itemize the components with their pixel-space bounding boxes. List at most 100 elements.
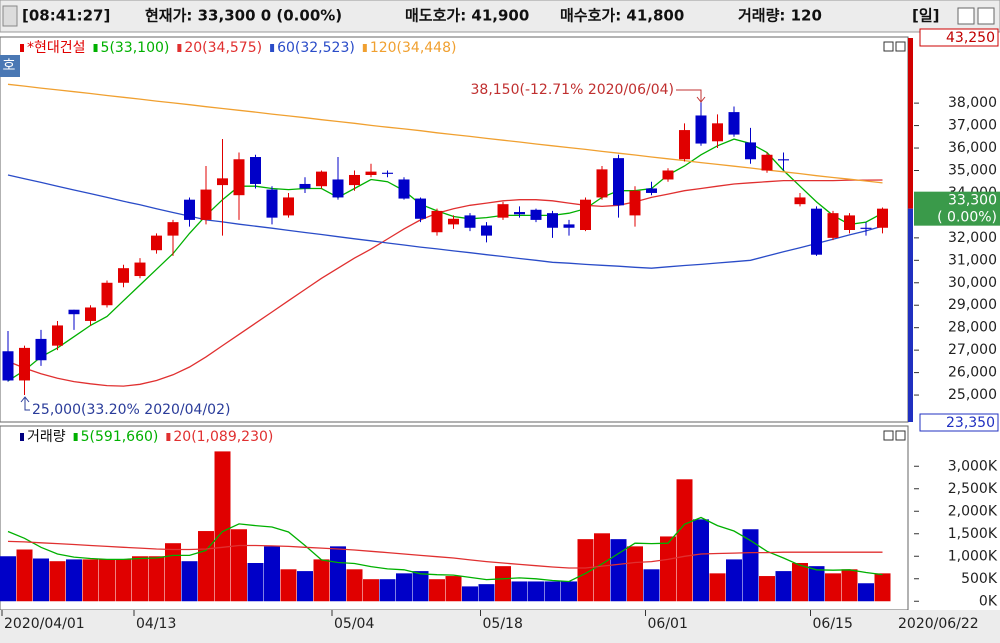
legend-swatch bbox=[177, 44, 182, 52]
candle-body bbox=[860, 227, 872, 229]
candle-body bbox=[596, 169, 608, 198]
range-bar-down bbox=[908, 208, 913, 422]
volume-bar bbox=[511, 581, 528, 602]
candle-body bbox=[2, 351, 14, 381]
candle-body bbox=[728, 112, 740, 135]
y-tick-label: 2,500K bbox=[948, 481, 998, 497]
candle-body bbox=[811, 208, 822, 255]
candle-body bbox=[217, 178, 228, 186]
candle-body bbox=[233, 159, 245, 196]
volume-bar bbox=[198, 531, 214, 602]
x-tick-label: 06/15 bbox=[813, 616, 853, 632]
candle-body bbox=[662, 170, 674, 180]
volume-bar bbox=[693, 519, 709, 602]
legend-swatch bbox=[73, 433, 78, 441]
candle-body bbox=[349, 174, 360, 186]
candle-body bbox=[398, 179, 410, 199]
panel-close-button[interactable] bbox=[895, 41, 906, 52]
candle-body bbox=[448, 218, 459, 225]
candle-body bbox=[464, 215, 476, 228]
header-bar bbox=[0, 0, 1000, 33]
volume-bar bbox=[280, 569, 297, 602]
y-tick-label: 38,000 bbox=[948, 95, 997, 111]
volume-bar bbox=[445, 576, 462, 602]
panel-close-button[interactable] bbox=[895, 430, 906, 441]
candle-body bbox=[200, 189, 212, 220]
date-bar bbox=[0, 610, 1000, 643]
pin-button[interactable] bbox=[2, 5, 18, 27]
panel-max-button[interactable] bbox=[883, 41, 894, 52]
x-tick-label: 05/18 bbox=[483, 616, 523, 632]
moving-average-line bbox=[7, 516, 883, 583]
y-tick-label: 1,500K bbox=[948, 526, 998, 542]
current-price-box bbox=[914, 191, 1000, 226]
candle-body bbox=[481, 225, 492, 236]
candle-body bbox=[530, 209, 542, 220]
candle-body bbox=[266, 189, 278, 218]
candle-body bbox=[35, 338, 47, 361]
candle-body bbox=[283, 197, 294, 216]
y-tick-label: 25,000 bbox=[948, 387, 997, 403]
range-bar-up bbox=[908, 38, 913, 209]
header-item: [08:41:27] bbox=[22, 7, 110, 25]
legend-label: 20(34,575) bbox=[184, 40, 262, 56]
candle-body bbox=[316, 171, 327, 187]
x-tick-label: 06/01 bbox=[648, 616, 688, 632]
legend-swatch bbox=[20, 433, 24, 441]
moving-average-line bbox=[7, 179, 883, 387]
candle-body bbox=[547, 213, 558, 228]
candle-body bbox=[68, 309, 80, 315]
candle-body bbox=[134, 262, 146, 277]
y-tick-label: 30,000 bbox=[948, 275, 997, 291]
high-arrow bbox=[676, 89, 706, 103]
y-tick-label: 35,000 bbox=[948, 162, 997, 178]
moving-average-line bbox=[7, 83, 883, 184]
candle-body bbox=[19, 347, 30, 381]
side-button[interactable] bbox=[0, 55, 20, 77]
volume-bar bbox=[610, 539, 627, 602]
legend-label: 5(33,100) bbox=[101, 40, 170, 56]
candle-body bbox=[167, 222, 179, 236]
candle-body bbox=[629, 190, 641, 216]
volume-bar bbox=[115, 559, 132, 602]
volume-bar bbox=[643, 569, 660, 602]
x-tick-label: 05/04 bbox=[334, 616, 374, 632]
candle-body bbox=[52, 325, 63, 346]
volume-bar bbox=[594, 533, 610, 602]
y-tick-label: 0K bbox=[979, 593, 998, 609]
volume-bar bbox=[148, 556, 165, 602]
candle-body bbox=[563, 224, 575, 228]
legend-swatch bbox=[270, 44, 275, 52]
y-tick-label: 31,000 bbox=[948, 252, 997, 268]
high-annotation: 38,150(-12.71% 2020/06/04) bbox=[471, 82, 675, 98]
close-button[interactable] bbox=[977, 7, 995, 25]
volume-bar bbox=[478, 584, 495, 602]
legend-label: 5(591,660) bbox=[81, 429, 159, 445]
legend-label: *현대건설 bbox=[27, 40, 86, 56]
y-tick-label: 28,000 bbox=[948, 320, 997, 336]
panel-max-button[interactable] bbox=[883, 430, 894, 441]
candle-body bbox=[332, 179, 344, 198]
y-tick-label: 27,000 bbox=[948, 342, 997, 358]
range-high-box bbox=[919, 28, 999, 47]
volume-bar bbox=[544, 581, 561, 602]
volume-bar bbox=[792, 563, 808, 602]
range-high-label: 43,250 bbox=[946, 30, 995, 46]
header-item: 현재가: 33,300 0 (0.00%) bbox=[145, 7, 342, 25]
volume-bar bbox=[49, 561, 66, 602]
volume-bar bbox=[709, 573, 726, 602]
candle-body bbox=[745, 142, 756, 160]
volume-bar bbox=[874, 573, 891, 602]
candle-body bbox=[877, 208, 888, 228]
volume-bar bbox=[346, 569, 363, 602]
side-button-label: 호 bbox=[3, 58, 16, 74]
maximize-button[interactable] bbox=[957, 7, 975, 25]
candle-body bbox=[712, 123, 723, 142]
legend-swatch bbox=[93, 44, 98, 52]
volume-bar bbox=[742, 529, 759, 602]
volume-bar bbox=[396, 573, 412, 602]
moving-average-line bbox=[7, 174, 883, 269]
volume-bar bbox=[247, 563, 264, 602]
